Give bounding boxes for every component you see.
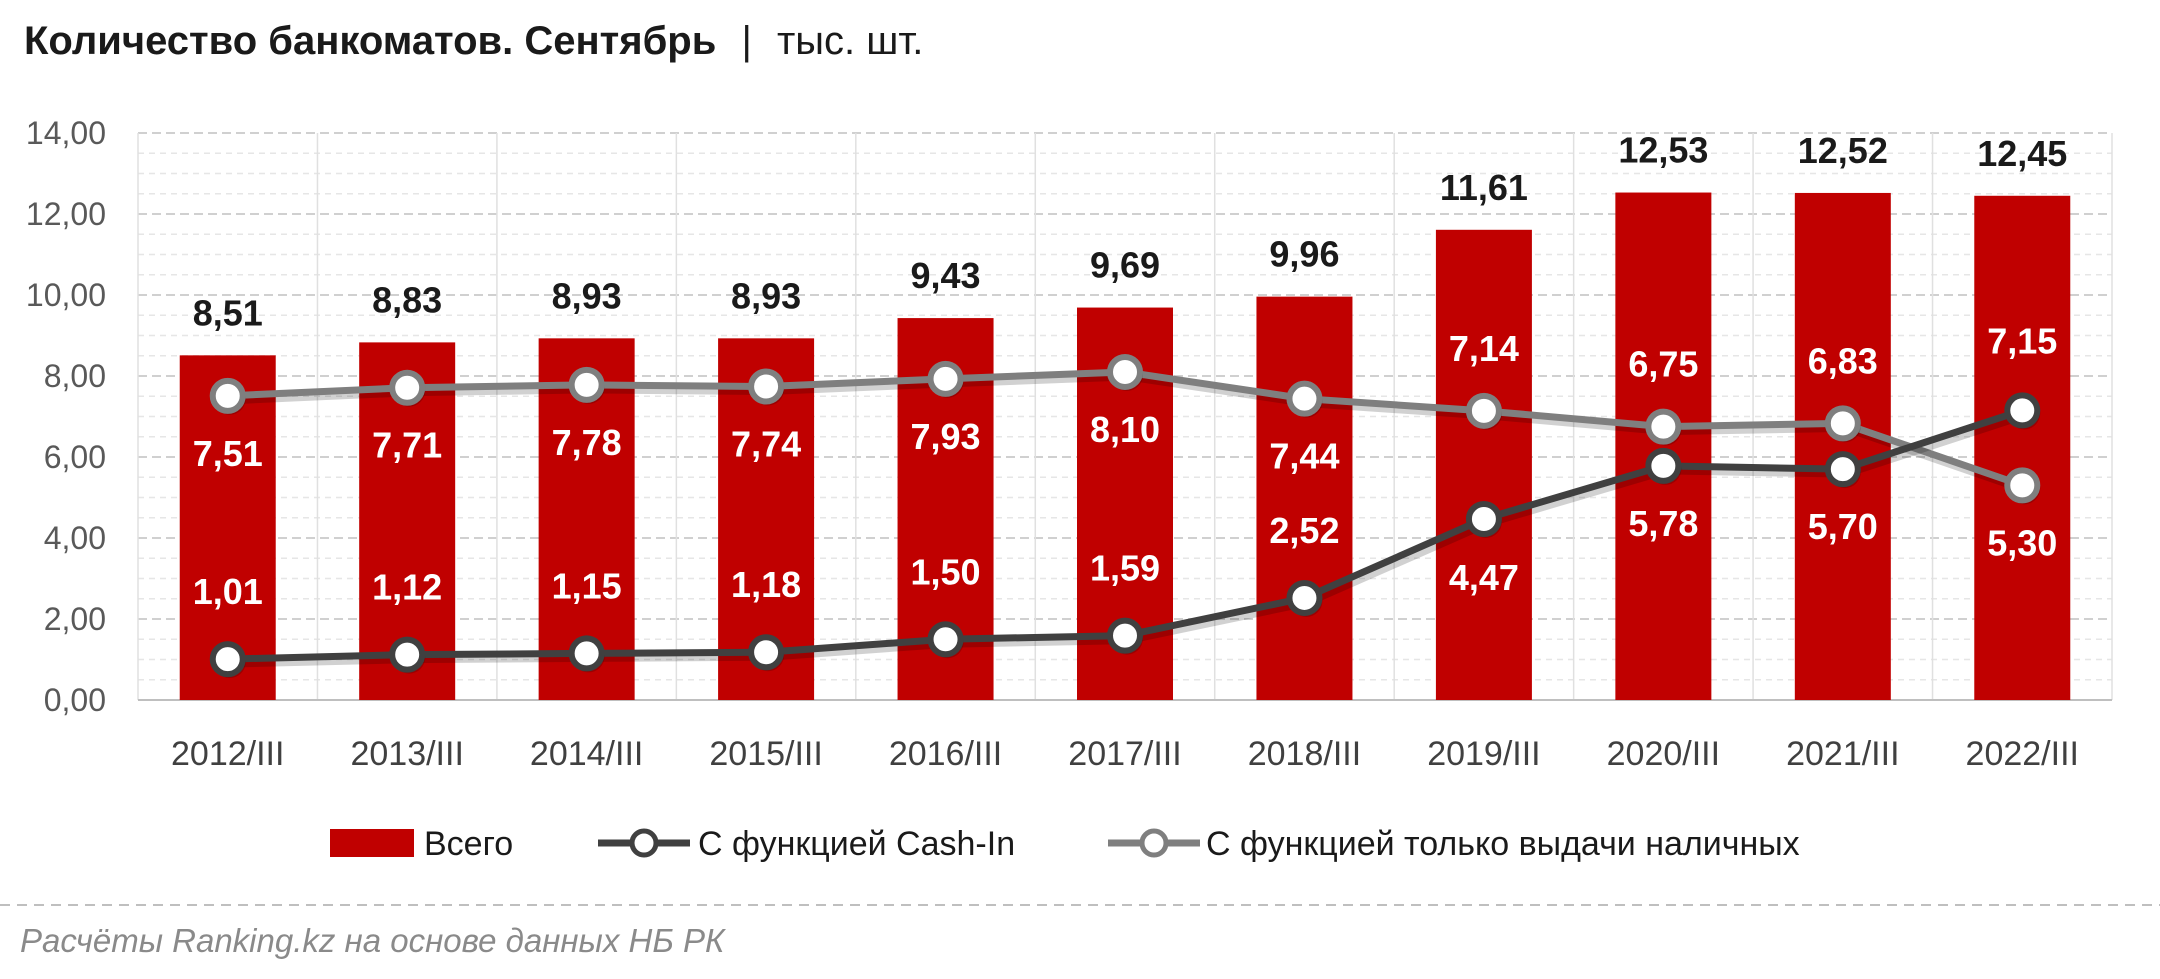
y-tick-label: 10,00 — [26, 277, 106, 313]
y-axis-ticks: 0,00 2,00 4,00 6,00 8,00 10,00 12,00 14,00 — [26, 115, 106, 718]
line-cash-in-marker — [1645, 447, 1682, 484]
y-tick-label: 8,00 — [44, 358, 106, 394]
cash-out-value-label: 7,71 — [372, 425, 442, 466]
cash-in-value-label: 5,78 — [1628, 503, 1698, 544]
line-cash-out-marker — [209, 377, 246, 414]
y-tick-label: 4,00 — [44, 520, 106, 556]
x-tick-label: 2016/III — [889, 735, 1002, 773]
chart-title: Количество банкоматов. Сентябрь | тыс. ш… — [24, 19, 923, 63]
x-tick-label: 2013/III — [350, 735, 463, 773]
cash-in-value-label: 1,12 — [372, 567, 442, 608]
x-axis-ticks: 2012/III 2013/III 2014/III 2015/III 2016/III… — [171, 735, 2079, 773]
total-value-label: 8,93 — [552, 275, 622, 316]
bar-total — [1794, 192, 1891, 700]
line-cash-in-marker — [389, 636, 426, 673]
line-cash-out-marker — [1286, 380, 1323, 417]
line-cash-in-marker — [927, 621, 964, 658]
total-value-label: 9,69 — [1090, 245, 1160, 286]
x-tick-label: 2017/III — [1068, 735, 1181, 773]
data-labels: 8,51 8,83 8,93 8,93 9,43 9,69 9,96 11,61 12,53 12… — [193, 130, 2068, 613]
bar-total — [1435, 229, 1532, 701]
cash-out-value-label: 7,78 — [552, 422, 622, 463]
line-cash-out-marker — [1645, 408, 1682, 445]
legend-label-total: Всего — [424, 825, 513, 863]
total-value-label: 8,93 — [731, 275, 801, 316]
gridlines — [137, 132, 2113, 701]
total-value-label: 12,45 — [1977, 133, 2067, 174]
x-tick-label: 2012/III — [171, 735, 284, 773]
y-tick-label: 6,00 — [44, 439, 106, 475]
chart-title-separator: | — [741, 19, 751, 63]
source-note: Расчёты Ranking.kz на основе данных НБ Р… — [20, 922, 726, 959]
legend-swatch-total — [330, 829, 414, 857]
total-value-label: 12,53 — [1618, 130, 1708, 171]
y-tick-label: 12,00 — [26, 196, 106, 232]
line-cash-in-marker — [2004, 392, 2041, 429]
cash-out-value-label: 5,30 — [1987, 522, 2057, 563]
total-value-label: 11,61 — [1440, 167, 1528, 208]
line-cash-in-marker — [1107, 617, 1143, 654]
line-cash-out-marker — [2004, 467, 2041, 504]
y-tick-label: 2,00 — [44, 601, 106, 637]
total-value-label: 8,51 — [193, 292, 263, 333]
legend-swatch-cash-in-marker — [629, 828, 659, 858]
legend: Всего С функцией Cash-In С функцией только… — [330, 825, 1800, 863]
cash-in-value-label: 1,01 — [193, 571, 263, 612]
cash-in-value-label: 1,59 — [1090, 548, 1160, 589]
line-cash-out-marker — [568, 366, 605, 403]
chart-title-main: Количество банкоматов. Сентябрь — [24, 19, 716, 63]
line-cash-out-marker — [748, 368, 785, 405]
line-cash-in-marker — [568, 635, 605, 672]
x-tick-label: 2015/III — [709, 735, 822, 773]
line-cash-in-marker — [748, 634, 785, 671]
x-tick-label: 2022/III — [1966, 735, 2079, 773]
line-cash-in-marker — [1465, 500, 1502, 537]
x-tick-label: 2020/III — [1607, 735, 1720, 773]
y-tick-label: 0,00 — [44, 682, 106, 718]
cash-in-value-label: 1,18 — [731, 564, 801, 605]
line-cash-in-marker — [1286, 579, 1323, 616]
x-tick-label: 2021/III — [1786, 735, 1899, 773]
cash-in-value-label: 7,15 — [1987, 320, 2057, 361]
x-tick-label: 2018/III — [1248, 735, 1361, 773]
x-tick-label: 2019/III — [1427, 735, 1540, 773]
total-value-label: 9,96 — [1269, 234, 1339, 275]
bar-total — [1256, 296, 1353, 700]
total-value-label: 9,43 — [911, 255, 981, 296]
cash-out-value-label: 7,44 — [1269, 436, 1339, 477]
legend-swatch-cash-out-marker — [1139, 828, 1169, 858]
cash-in-value-label: 2,52 — [1269, 510, 1339, 551]
cash-out-value-label: 6,75 — [1628, 344, 1698, 385]
line-cash-in-marker — [209, 641, 246, 678]
chart-title-unit: тыс. шт. — [777, 19, 923, 63]
legend-label-cash-in: С функцией Cash-In — [698, 825, 1015, 863]
cash-in-value-label: 1,15 — [552, 565, 622, 606]
cash-out-value-label: 7,93 — [911, 416, 981, 457]
line-cash-out-marker — [389, 369, 426, 406]
line-cash-out-marker — [1824, 405, 1861, 442]
legend-label-cash-out: С функцией только выдачи наличных — [1206, 825, 1800, 863]
bar-total — [1615, 192, 1712, 700]
cash-out-value-label: 7,51 — [193, 433, 263, 474]
cash-out-value-label: 7,74 — [731, 424, 801, 465]
cash-out-value-label: 8,10 — [1090, 409, 1160, 450]
cash-in-value-label: 5,70 — [1808, 506, 1878, 547]
line-cash-out-marker — [1465, 392, 1502, 429]
line-cash-out-marker — [927, 360, 964, 397]
x-tick-label: 2014/III — [530, 735, 643, 773]
line-cash-out-marker — [1107, 353, 1143, 390]
cash-in-value-label: 1,50 — [911, 551, 981, 592]
total-value-label: 8,83 — [372, 279, 442, 320]
series-lines — [209, 353, 2041, 679]
line-cash-in-marker — [1824, 451, 1861, 488]
y-tick-label: 14,00 — [26, 115, 106, 151]
total-value-label: 12,52 — [1798, 130, 1888, 171]
cash-in-value-label: 4,47 — [1449, 557, 1519, 598]
cash-out-value-label: 7,14 — [1449, 328, 1519, 369]
cash-out-value-label: 6,83 — [1808, 340, 1878, 381]
bar-total — [1974, 195, 2071, 700]
